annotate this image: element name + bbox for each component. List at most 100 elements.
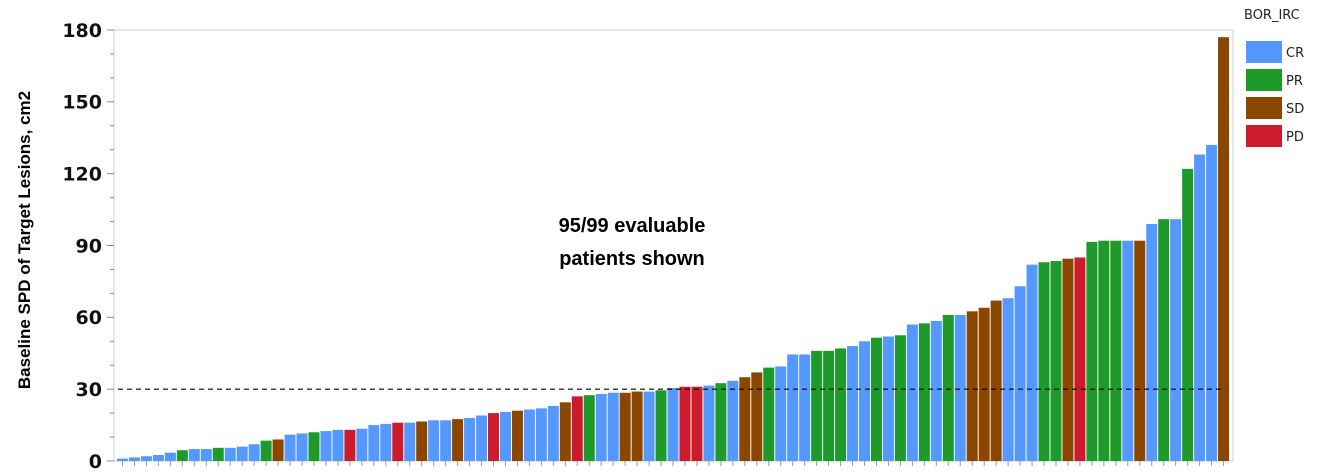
bar-cr — [775, 366, 787, 461]
legend-swatch-pd — [1246, 125, 1282, 147]
bar-cr — [1122, 240, 1134, 461]
legend-label-pd: PD — [1286, 130, 1304, 145]
bar-pr — [176, 450, 188, 461]
bars-group — [117, 37, 1230, 462]
bar-cr — [1014, 286, 1026, 461]
bar-cr — [1026, 264, 1038, 461]
legend-label-sd: SD — [1286, 102, 1304, 117]
bar-cr — [547, 405, 559, 461]
bar-cr — [284, 434, 296, 461]
bar-cr — [320, 431, 332, 461]
bar-pr — [763, 367, 775, 461]
bar-cr — [1194, 154, 1206, 461]
bar-pr — [1086, 241, 1098, 461]
y-axis-tick-labels: 0 30 60 90 120 150 180 — [62, 20, 102, 473]
bar-pr — [1038, 262, 1050, 461]
legend-title: BOR_IRC — [1244, 8, 1300, 23]
bar-pr — [1182, 168, 1194, 461]
bar-cr — [128, 457, 140, 461]
bar-pr — [308, 432, 320, 461]
bar-cr — [930, 320, 942, 461]
bar-cr — [476, 415, 488, 461]
bar-cr — [499, 411, 511, 461]
bar-cr — [954, 314, 966, 461]
bar-pr — [835, 348, 847, 461]
annotation-line-2: patients shown — [559, 248, 705, 270]
bar-cr — [296, 433, 308, 461]
bar-sd — [739, 377, 751, 461]
bar-cr — [140, 456, 152, 461]
bar-cr — [643, 391, 655, 461]
legend-swatch-pr — [1246, 69, 1282, 91]
bar-cr — [787, 354, 799, 461]
bar-pr — [811, 350, 823, 461]
bar-pd — [392, 422, 404, 461]
bar-sd — [631, 391, 643, 461]
bar-pr — [918, 323, 930, 461]
bar-pd — [344, 429, 356, 461]
legend: BOR_IRC CR PR SD PD — [1244, 8, 1304, 147]
bar-pd — [1074, 257, 1086, 461]
bar-pr — [1110, 240, 1122, 461]
legend-label-cr: CR — [1286, 46, 1304, 61]
bar-sd — [272, 439, 284, 461]
bar-pr — [894, 335, 906, 461]
bar-sd — [1218, 37, 1230, 462]
y-tick-label: 120 — [62, 164, 102, 186]
bar-pr — [655, 390, 667, 461]
bar-cr — [464, 417, 476, 461]
bar-cr — [727, 380, 739, 461]
y-tick-label: 30 — [76, 379, 102, 401]
bar-sd — [511, 410, 523, 461]
bar-cr — [607, 392, 619, 461]
bar-sd — [990, 300, 1002, 461]
bar-pd — [691, 386, 703, 461]
bar-cr — [1206, 144, 1218, 461]
bar-cr — [703, 385, 715, 461]
bar-sd — [1134, 240, 1146, 461]
bar-sd — [452, 419, 464, 461]
bar-cr — [859, 341, 871, 461]
bar-cr — [356, 428, 368, 461]
bar-pr — [1098, 240, 1110, 461]
annotation-line-1: 95/99 evaluable — [559, 215, 706, 237]
bar-cr — [248, 444, 260, 461]
bar-cr — [224, 447, 236, 461]
bar-sd — [1062, 258, 1074, 461]
bar-cr — [152, 455, 164, 461]
bar-cr — [404, 422, 416, 461]
bar-cr — [236, 446, 248, 461]
bar-sd — [416, 421, 428, 461]
bar-cr — [847, 346, 859, 461]
bar-pr — [260, 440, 272, 461]
bar-pd — [571, 396, 583, 461]
bar-cr — [164, 452, 176, 461]
bar-sd — [978, 307, 990, 461]
y-tick-label: 180 — [62, 20, 102, 42]
bar-cr — [523, 409, 535, 461]
y-tick-label: 0 — [89, 451, 102, 473]
bar-cr — [906, 324, 918, 461]
bar-cr — [667, 387, 679, 461]
bar-cr — [799, 354, 811, 461]
bar-cr — [1146, 223, 1158, 461]
bar-cr — [380, 423, 392, 461]
x-axis-ticks — [122, 461, 1225, 466]
bar-cr — [595, 393, 607, 461]
y-axis-title: Baseline SPD of Target Lesions, cm2 — [15, 91, 34, 389]
bar-sd — [559, 402, 571, 461]
bar-sd — [751, 372, 763, 461]
bar-pr — [823, 350, 835, 461]
bar-cr — [332, 429, 344, 461]
bar-pr — [1158, 219, 1170, 461]
bar-cr — [1170, 219, 1182, 461]
bar-cr — [428, 420, 440, 461]
bar-cr — [535, 408, 547, 461]
bar-pr — [212, 447, 224, 461]
y-tick-label: 90 — [76, 235, 102, 257]
y-tick-label: 60 — [76, 307, 102, 329]
bar-cr — [440, 420, 452, 461]
bar-pd — [488, 413, 500, 461]
